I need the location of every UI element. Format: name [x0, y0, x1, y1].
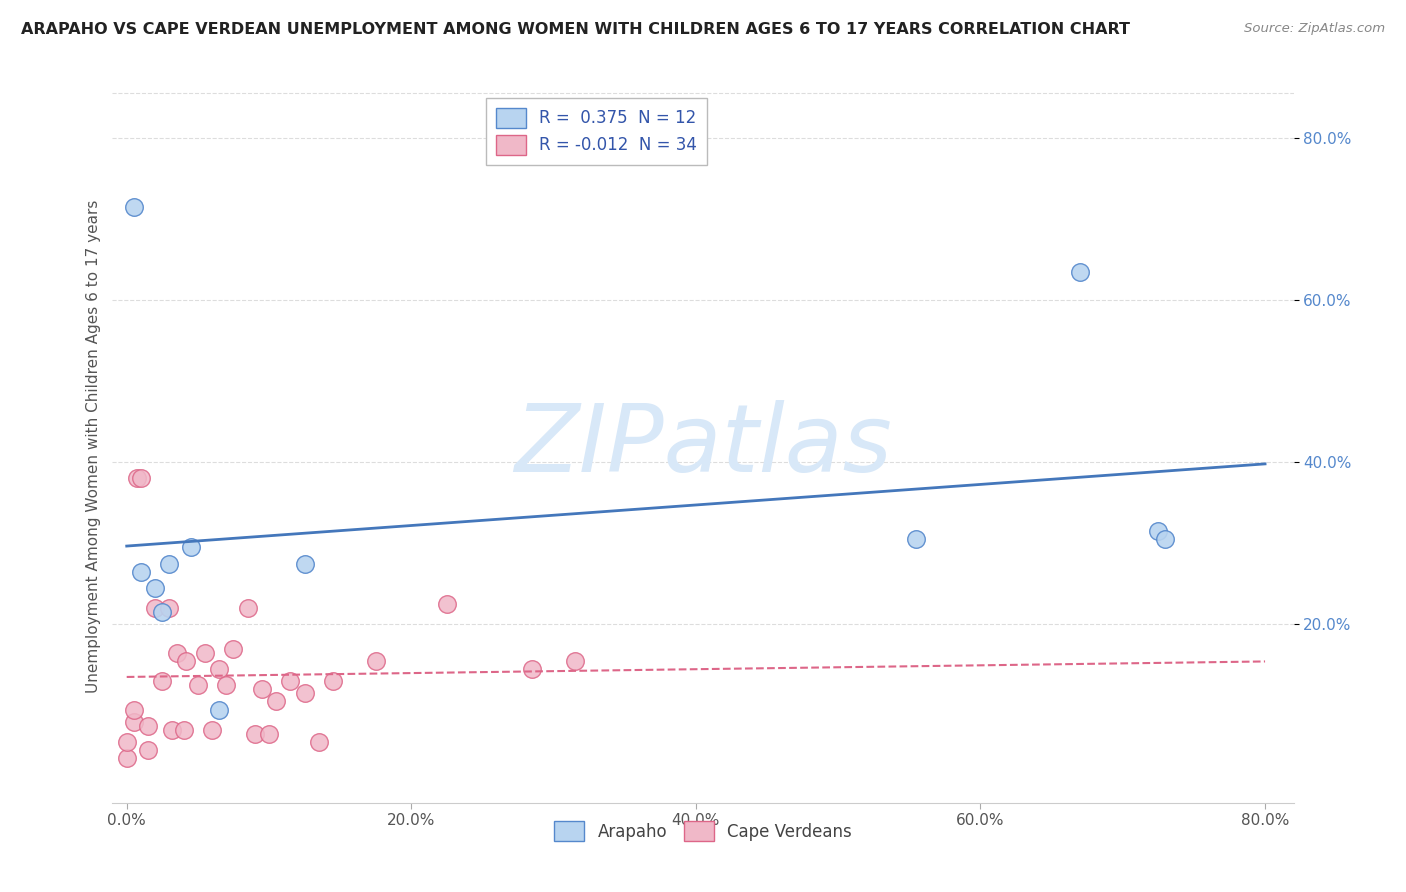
Point [905, 533, 928, 547]
Point [150, 605, 173, 619]
Point [308, 735, 330, 749]
Point [157, 601, 180, 615]
Point [136, 719, 159, 733]
Point [257, 727, 280, 741]
Point [115, 735, 138, 749]
Point [222, 641, 245, 656]
Point [436, 597, 458, 611]
Text: ZIPatlas: ZIPatlas [515, 401, 891, 491]
Point [564, 654, 586, 668]
Point [122, 200, 145, 214]
Point [1069, 265, 1091, 279]
Point [187, 678, 209, 692]
Point [294, 557, 316, 571]
Point [150, 674, 173, 689]
Point [208, 702, 231, 716]
Point [143, 581, 166, 595]
Text: Source: ZipAtlas.com: Source: ZipAtlas.com [1244, 22, 1385, 36]
Point [166, 646, 188, 660]
Text: ARAPAHO VS CAPE VERDEAN UNEMPLOYMENT AMONG WOMEN WITH CHILDREN AGES 6 TO 17 YEAR: ARAPAHO VS CAPE VERDEAN UNEMPLOYMENT AMO… [21, 22, 1130, 37]
Point [364, 654, 387, 668]
Point [522, 662, 544, 676]
Point [280, 674, 302, 689]
Point [136, 743, 159, 757]
Point [215, 678, 238, 692]
Point [201, 723, 224, 737]
Point [129, 471, 152, 485]
Point [208, 662, 231, 676]
Point [173, 723, 195, 737]
Point [250, 682, 273, 697]
Point [294, 686, 316, 700]
Point [264, 694, 287, 708]
Point [1147, 524, 1170, 538]
Point [194, 646, 217, 660]
Point [122, 702, 145, 716]
Point [162, 723, 184, 737]
Point [125, 471, 148, 485]
Point [236, 601, 259, 615]
Point [115, 751, 138, 765]
Y-axis label: Unemployment Among Women with Children Ages 6 to 17 years: Unemployment Among Women with Children A… [86, 199, 101, 693]
Point [143, 601, 166, 615]
Point [176, 654, 198, 668]
Point [1154, 533, 1177, 547]
Point [129, 565, 152, 579]
Point [243, 727, 266, 741]
Point [322, 674, 344, 689]
Point [122, 714, 145, 729]
Point [180, 541, 202, 555]
Legend: Arapaho, Cape Verdeans: Arapaho, Cape Verdeans [547, 814, 859, 848]
Point [157, 557, 180, 571]
